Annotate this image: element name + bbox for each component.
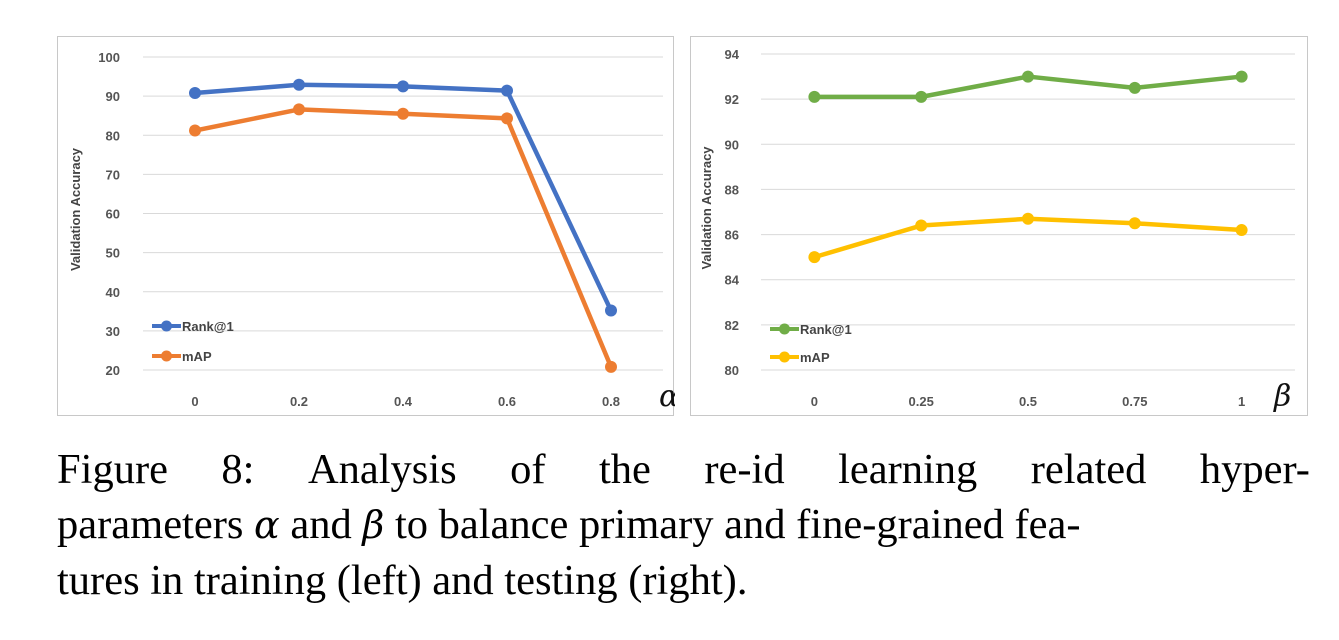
x-axis-symbol: α [659,379,675,414]
y-tick-label: 94 [725,47,740,62]
y-axis-title: Validation Accuracy [699,146,714,270]
data-point [189,124,201,137]
right-chart-panel: 94 92 90 88 86 84 82 80 0 0.25 0.5 0.75 1 Validation … [690,36,1308,416]
y-axis-title: Validation Accuracy [68,147,83,271]
y-tick-label: 30 [106,324,120,339]
data-point [915,90,928,103]
data-point [293,78,305,91]
x-tick-label: 0.8 [602,394,620,409]
x-tick-label: 0 [811,394,818,409]
x-tick-label: 1 [1238,394,1245,409]
data-point [1235,224,1248,237]
y-tick-label: 80 [106,128,120,143]
y-tick-label: 20 [106,363,120,378]
caption-alpha: α [254,503,280,547]
y-tick-label: 60 [106,207,120,222]
x-tick-label: 0.6 [498,394,516,409]
y-tick-label: 92 [725,92,739,107]
caption-word: Figure [57,446,168,493]
y-tick-label: 50 [106,246,120,261]
caption-line-2: parameters α and β to balance primary an… [57,497,1310,553]
caption-line-3: tures in training (left) and testing (ri… [57,557,748,604]
x-tick-label: 0 [191,394,198,409]
legend-swatch-marker [161,320,172,332]
data-point [1235,70,1248,83]
x-tick-label: 0.25 [909,394,934,409]
data-point [808,251,821,264]
caption-word: of [510,446,546,493]
data-point [397,80,409,93]
caption-word: hyper- [1199,446,1310,493]
x-tick-label: 0.2 [290,394,308,409]
data-point [501,112,513,125]
x-tick-label: 0.75 [1122,394,1147,409]
y-tick-label: 40 [106,285,120,300]
y-tick-label: 88 [725,182,739,197]
y-tick-label: 82 [725,318,739,333]
y-tick-label: 70 [106,167,120,182]
legend-label: Rank@1 [800,322,852,337]
legend-swatch-marker [779,323,790,335]
data-point [915,219,928,232]
right-chart: 94 92 90 88 86 84 82 80 0 0.25 0.5 0.75 1 Validation … [699,47,1295,414]
y-tick-label: 90 [106,89,120,104]
y-tick-label: 80 [725,363,739,378]
left-chart-panel: 100 90 80 70 60 50 40 30 20 0 0.2 0.4 0.6 0.8 Validati… [57,36,679,416]
data-point [605,360,617,373]
left-chart: 100 90 80 70 60 50 40 30 20 0 0.2 0.4 0.6 0.8 Validati… [68,50,679,414]
caption-beta: β [362,503,385,547]
x-tick-label: 0.5 [1019,394,1037,409]
caption-line-1: Figure 8: Analysis of the re-id learning… [57,442,1310,497]
caption-word: re-id [704,446,785,493]
legend-swatch-marker [161,350,172,362]
caption-word: the [599,446,651,493]
caption-text: parameters [57,501,255,548]
series-line [194,107,614,368]
data-point [189,86,201,99]
data-point [397,107,409,120]
legend-label: mAP [182,349,212,364]
caption-word: related [1030,446,1147,493]
caption-word: Analysis [307,446,457,493]
caption-text: to balance primary and fine-grained fea- [384,501,1081,548]
data-point [501,84,513,97]
x-axis-symbol: β [1273,379,1291,414]
y-tick-label: 86 [725,228,739,243]
legend-label: mAP [800,350,830,365]
data-point [1022,212,1034,225]
y-tick-label: 90 [725,137,739,152]
data-point [1022,70,1034,83]
caption-word: 8: [221,446,255,493]
caption-text: and [279,501,363,548]
data-point [1128,81,1141,94]
legend-label: Rank@1 [182,319,234,334]
y-tick-label: 84 [725,273,740,288]
data-point [808,90,821,103]
data-point [605,304,617,317]
caption-word: learning [838,446,978,493]
data-point [1128,217,1141,230]
x-tick-label: 0.4 [394,394,413,409]
figure-caption: Figure 8: Analysis of the re-id learning… [57,442,1310,608]
legend-swatch-marker [779,351,790,363]
data-point [293,103,305,116]
y-tick-label: 100 [98,50,120,65]
